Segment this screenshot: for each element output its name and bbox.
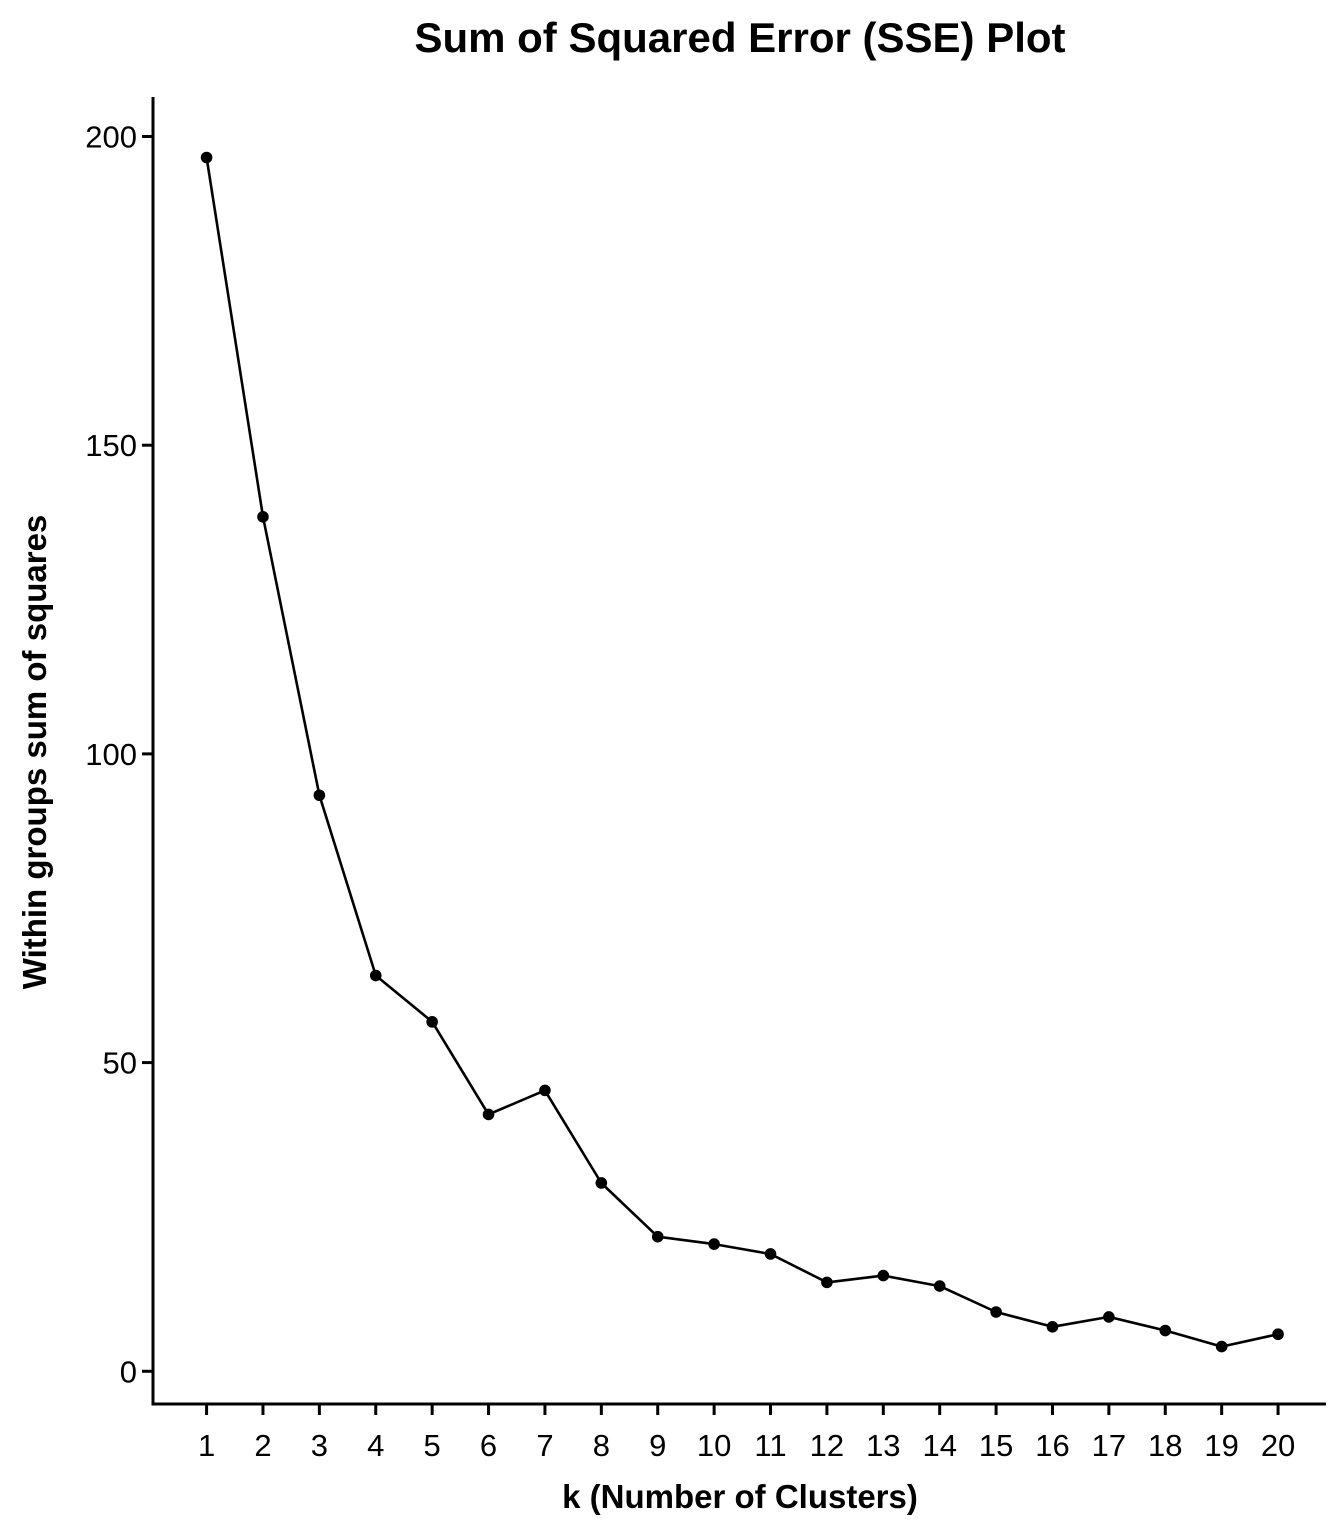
x-tick-label: 5 (424, 1428, 441, 1463)
x-axis-label: k (Number of Clusters) (562, 1478, 918, 1515)
data-point (482, 1108, 495, 1121)
data-point (1272, 1328, 1284, 1341)
x-tick-label: 7 (536, 1428, 553, 1463)
data-point (426, 1016, 438, 1028)
x-tick-label: 3 (311, 1428, 328, 1463)
y-tick-label: 200 (85, 120, 137, 155)
x-tick-label: 12 (810, 1428, 844, 1463)
data-point (877, 1269, 890, 1282)
data-point (764, 1248, 777, 1260)
data-point (708, 1238, 720, 1250)
data-point (539, 1084, 551, 1097)
data-point (933, 1280, 946, 1292)
y-tick-label: 150 (85, 428, 137, 463)
x-axis-ticks: 1 2 3 4 5 6 7 8 9 10 11 12 13 14 15 16 17 18 19 20 (198, 1404, 1295, 1463)
chart-title: Sum of Squared Error (SSE) Plot (414, 14, 1065, 61)
x-tick-label: 11 (754, 1428, 786, 1463)
data-point (595, 1177, 608, 1189)
data-point (369, 969, 382, 982)
data-point (313, 789, 326, 802)
data-point (990, 1306, 1002, 1318)
x-tick-label: 8 (593, 1428, 610, 1463)
x-tick-label: 13 (866, 1428, 900, 1463)
x-tick-label: 1 (198, 1428, 215, 1463)
x-tick-label: 4 (367, 1428, 384, 1463)
x-tick-label: 14 (922, 1428, 956, 1463)
series-group (200, 151, 1284, 1353)
data-point (1103, 1311, 1115, 1323)
y-axis-ticks: 0 50 100 150 200 (85, 120, 153, 1389)
x-tick-label: 10 (697, 1428, 731, 1463)
y-tick-label: 0 (120, 1354, 137, 1389)
x-tick-label: 2 (254, 1428, 271, 1463)
data-point (821, 1276, 833, 1289)
data-point (257, 511, 269, 523)
y-tick-label: 50 (103, 1046, 137, 1081)
x-tick-label: 6 (480, 1428, 497, 1463)
x-tick-label: 16 (1035, 1428, 1069, 1463)
x-tick-label: 19 (1204, 1428, 1238, 1463)
series-line (205, 157, 1279, 1348)
y-tick-label: 100 (85, 737, 137, 772)
x-tick-label: 15 (979, 1428, 1013, 1463)
data-point (1215, 1340, 1228, 1353)
data-point (651, 1230, 664, 1243)
data-point (1159, 1324, 1172, 1337)
data-point (1046, 1321, 1059, 1333)
x-tick-label: 18 (1148, 1428, 1182, 1463)
y-axis-label: Within groups sum of squares (16, 515, 53, 990)
x-tick-label: 20 (1261, 1428, 1295, 1463)
x-tick-label: 9 (649, 1428, 666, 1463)
x-tick-label: 17 (1092, 1428, 1126, 1463)
data-point (200, 151, 213, 164)
